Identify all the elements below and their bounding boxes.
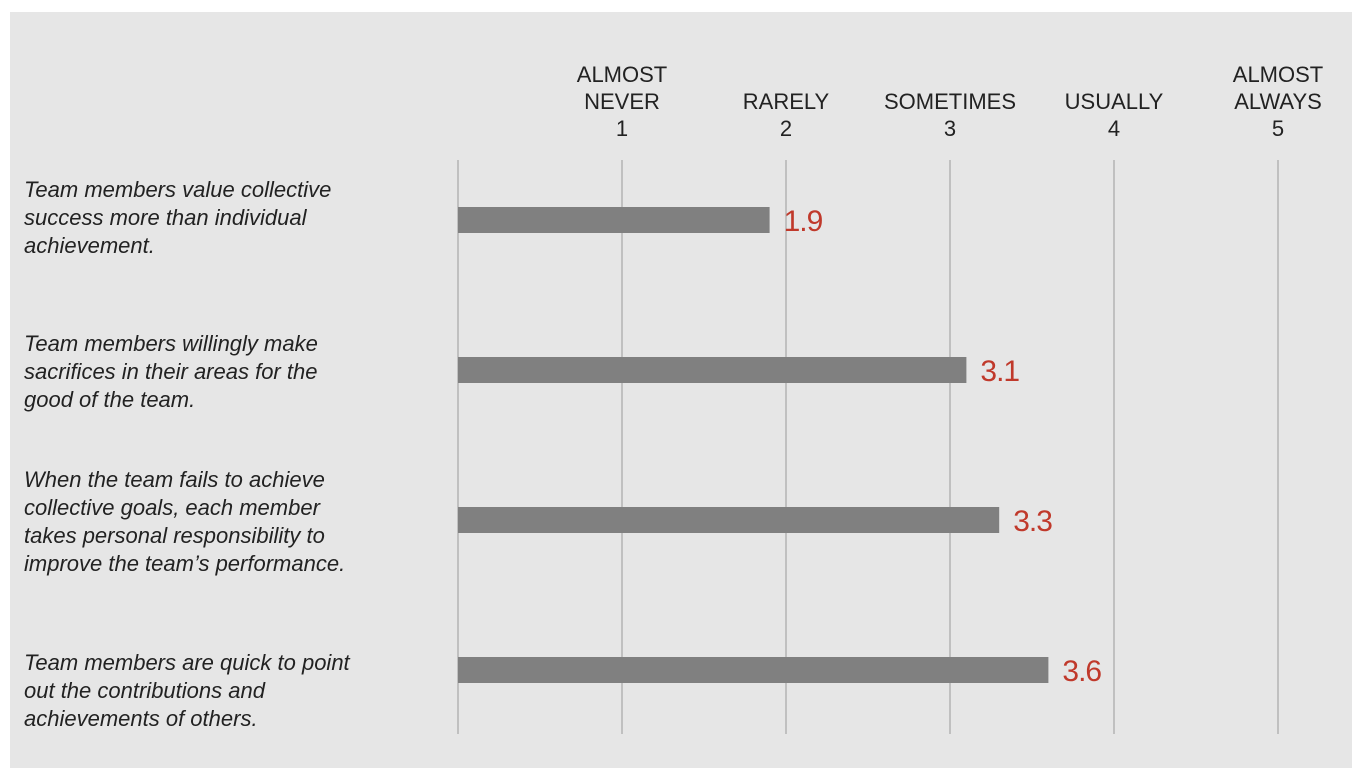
value-label: 3.1: [980, 355, 1019, 388]
value-label: 3.6: [1062, 655, 1101, 688]
scale-label: RARELY: [743, 89, 830, 114]
bar: [458, 207, 770, 233]
scale-label: 4: [1108, 116, 1120, 141]
chart-panel: ALMOST NEVER 1 RARELY 2 SOMETIMES 3 USUALLY 4 ALM…: [10, 12, 1352, 768]
gridlines: [457, 160, 1279, 734]
scale-label: USUALLY: [1065, 89, 1164, 114]
scale-label: SOMETIMES: [884, 89, 1016, 114]
value-label: 3.3: [1013, 505, 1052, 538]
bar: [458, 507, 1000, 533]
value-labels: 1.9 3.1 3.3 3.6: [784, 205, 1103, 688]
scale-labels: ALMOSTNEVER1RARELY2SOMETIMES3USUALLY4ALM…: [577, 62, 1323, 141]
scale-label: ALMOST: [577, 62, 667, 87]
row-label: Team members willingly make sacrifices in…: [24, 331, 318, 412]
scale-label: 1: [616, 116, 628, 141]
bar-chart: ALMOSTNEVER1RARELY2SOMETIMES3USUALLY4ALM…: [457, 62, 1323, 734]
scale-label: 3: [944, 116, 956, 141]
scale-label: NEVER: [584, 89, 660, 114]
scale-label: 2: [780, 116, 792, 141]
row-label: When the team fails to achieve collective…: [24, 467, 346, 576]
scale-label: ALMOST: [1233, 62, 1323, 87]
row-label: Team members value collective success mor…: [24, 177, 332, 258]
scale-label: ALWAYS: [1234, 89, 1322, 114]
bar: [458, 657, 1049, 683]
row-label: Team members are quick to point out the c…: [24, 650, 350, 731]
scale-label: 5: [1272, 116, 1284, 141]
value-label: 1.9: [784, 205, 823, 238]
bars: [458, 207, 1049, 683]
bar: [458, 357, 967, 383]
